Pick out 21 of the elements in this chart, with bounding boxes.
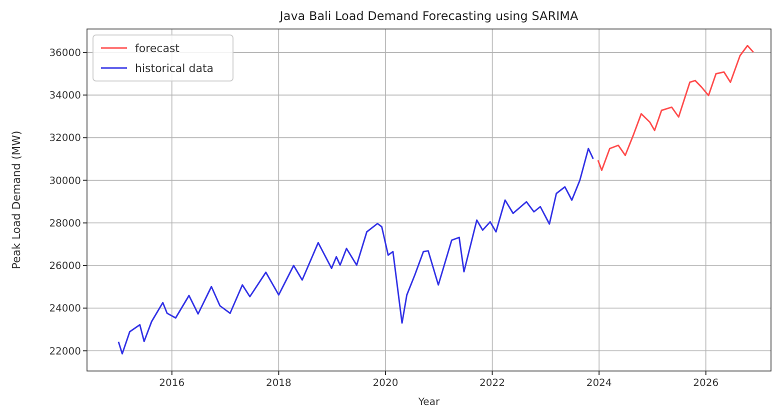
x-tick-label: 2016 [159,378,185,389]
y-tick-label: 34000 [49,90,81,102]
line-series [597,44,754,172]
line-series [118,148,594,354]
x-tick-label: 2018 [266,378,292,389]
legend-label: historical data [135,62,214,75]
y-tick-label: 30000 [49,176,81,187]
x-tick-label: 2022 [480,378,505,389]
y-tick-label: 28000 [49,218,81,230]
x-tick-label: 2024 [586,378,612,389]
x-tick-label: 2020 [372,378,398,389]
y-tick-label: 26000 [49,261,81,272]
y-tick-label: 36000 [49,48,81,59]
y-tick-label: 22000 [49,346,81,358]
y-axis-title: Peak Load Demand (MW) [10,130,23,270]
y-tick-label: 24000 [49,304,81,315]
chart-title: Java Bali Load Demand Forecasting using SARIMA [278,9,579,23]
legend-label: forecast [135,42,180,55]
y-tick-label: 32000 [49,133,81,144]
x-tick-label: 2026 [693,378,719,389]
x-axis-title: Year [417,397,440,408]
